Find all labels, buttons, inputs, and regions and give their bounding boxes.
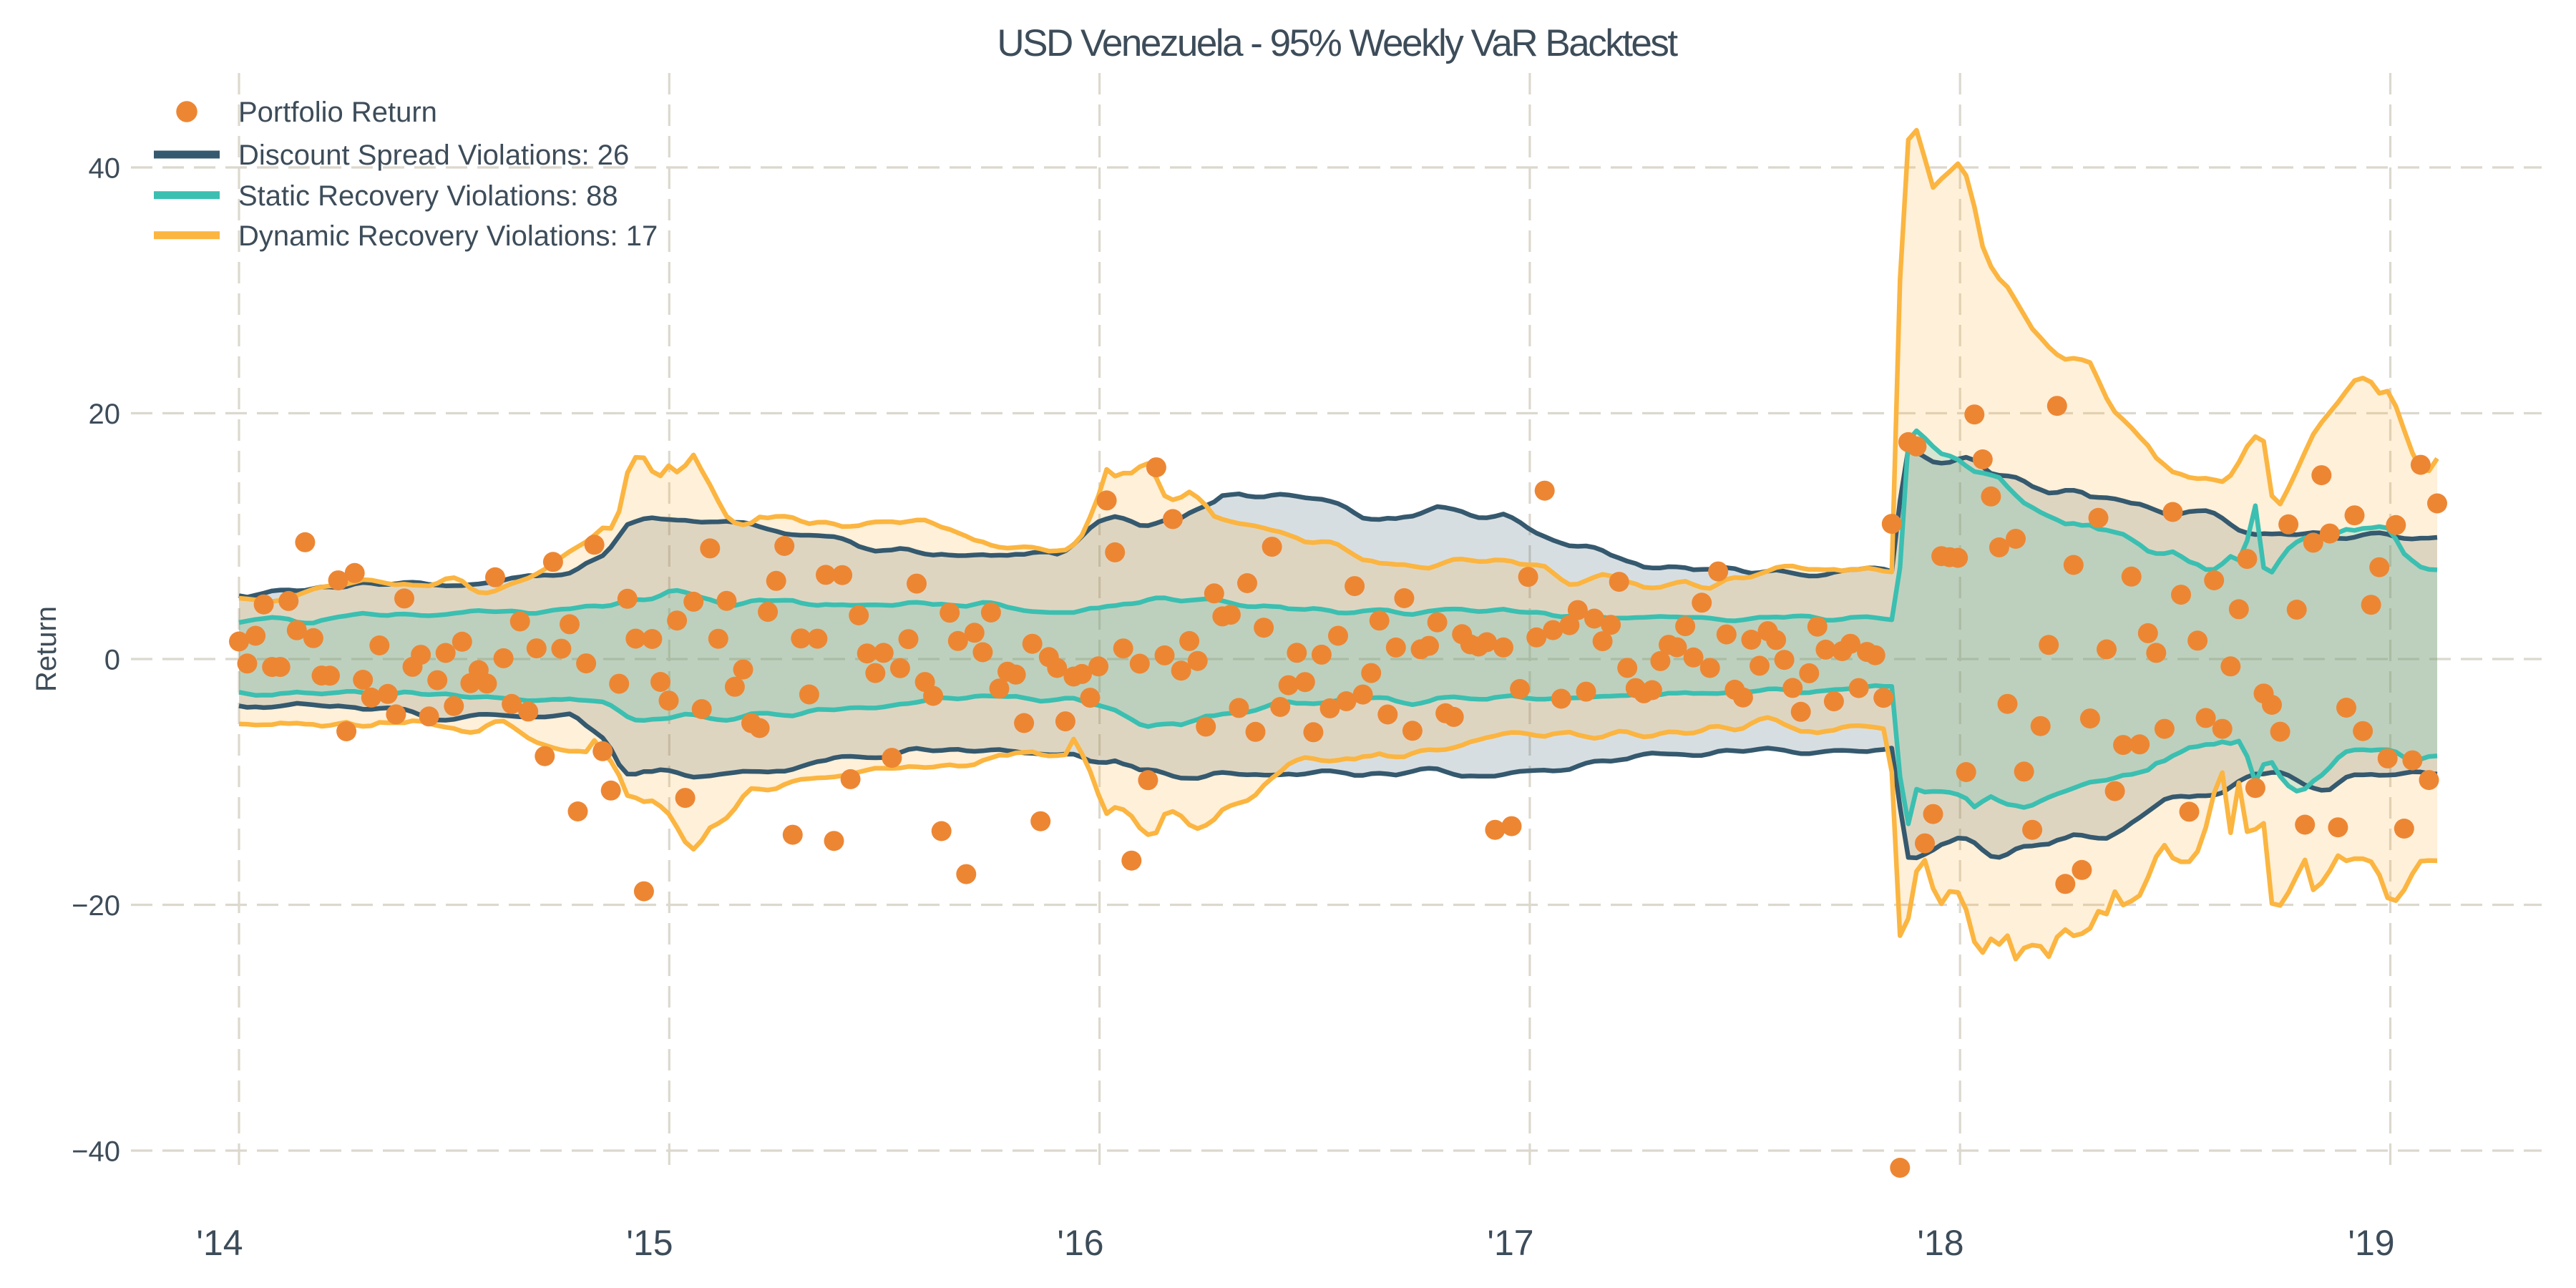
svg-text:0: 0 [104, 644, 120, 675]
svg-text:Return: Return [31, 606, 62, 692]
svg-text:Portfolio Return: Portfolio Return [238, 97, 437, 128]
svg-text:Static Recovery Violations: 88: Static Recovery Violations: 88 [238, 180, 618, 212]
svg-text:USD Venezuela - 95% Weekly VaR: USD Venezuela - 95% Weekly VaR Backtest [997, 22, 1678, 64]
svg-text:Discount Spread Violations: 26: Discount Spread Violations: 26 [238, 140, 629, 171]
svg-text:'16: '16 [1057, 1223, 1103, 1263]
svg-text:'19: '19 [2348, 1223, 2394, 1263]
svg-text:20: 20 [89, 399, 121, 430]
svg-text:'17: '17 [1487, 1223, 1533, 1263]
svg-text:'15: '15 [626, 1223, 673, 1263]
svg-text:40: 40 [89, 152, 121, 184]
svg-text:Dynamic Recovery Violations: 1: Dynamic Recovery Violations: 17 [238, 220, 658, 252]
svg-text:−40: −40 [72, 1136, 120, 1167]
svg-text:'18: '18 [1917, 1223, 1963, 1263]
svg-text:−20: −20 [72, 890, 120, 922]
svg-text:'14: '14 [196, 1223, 243, 1263]
